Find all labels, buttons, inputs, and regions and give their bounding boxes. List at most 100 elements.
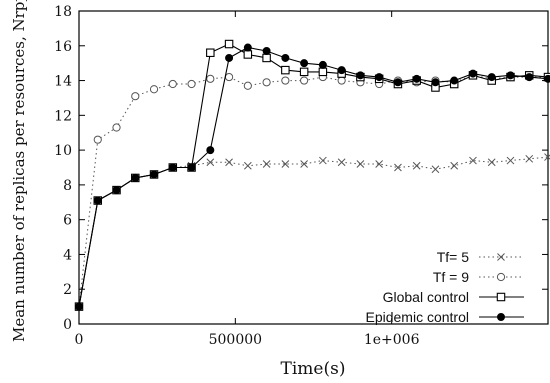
data-point	[206, 74, 215, 83]
marker-stroke	[300, 160, 308, 168]
marker-stroke	[450, 161, 459, 170]
data-point	[450, 161, 459, 170]
data-point	[168, 163, 177, 172]
y-tick-label: 6	[63, 213, 72, 229]
data-point	[243, 81, 252, 90]
data-point	[318, 67, 328, 77]
series-3	[75, 43, 550, 311]
data-point	[281, 53, 290, 62]
marker-stroke	[544, 154, 550, 161]
legend-label: Tf = 9	[433, 269, 469, 285]
data-point	[262, 53, 271, 63]
legend-marker	[496, 292, 506, 302]
y-tick-label: 18	[54, 4, 72, 20]
data-point	[131, 92, 140, 101]
data-point	[281, 160, 290, 168]
data-point	[525, 154, 534, 163]
series-line	[78, 74, 548, 307]
x-tick-label: 500000	[209, 332, 262, 348]
data-point	[112, 186, 121, 195]
data-point	[262, 78, 271, 87]
data-point	[337, 66, 346, 75]
data-point	[319, 156, 327, 165]
data-point	[281, 65, 290, 75]
data-point	[356, 160, 365, 168]
data-point	[262, 46, 271, 55]
marker-stroke	[412, 161, 421, 170]
marker-stroke	[525, 154, 534, 163]
data-point	[431, 165, 440, 174]
marker-stroke	[337, 158, 346, 167]
data-point	[375, 160, 384, 168]
data-point	[187, 163, 196, 172]
y-tick-label: 10	[54, 143, 72, 159]
data-point	[337, 76, 346, 85]
data-point	[412, 161, 421, 170]
marker-stroke	[206, 158, 215, 167]
marker-stroke	[375, 160, 384, 168]
legend-marker	[497, 313, 505, 321]
data-point	[394, 163, 402, 172]
data-point	[243, 161, 252, 170]
marker-stroke	[487, 158, 496, 167]
marker-stroke	[225, 158, 233, 167]
data-point	[243, 50, 253, 59]
data-point	[300, 59, 309, 68]
data-point	[93, 135, 102, 144]
data-point	[225, 53, 234, 62]
data-point	[150, 170, 159, 179]
y-tick-label: 14	[54, 74, 72, 90]
plot-frame	[78, 10, 549, 325]
y-tick-label: 8	[63, 178, 72, 194]
marker-stroke	[281, 160, 290, 168]
data-point	[299, 67, 309, 77]
marker-stroke	[262, 160, 271, 168]
legend-marker	[497, 253, 505, 261]
marker-stroke	[469, 156, 477, 165]
marker-stroke	[243, 161, 252, 170]
data-point	[412, 74, 421, 83]
data-point	[224, 39, 234, 49]
data-point	[506, 71, 515, 80]
data-point	[506, 156, 515, 165]
series-line	[78, 156, 549, 307]
data-point	[318, 60, 327, 69]
data-point	[131, 173, 140, 182]
data-point	[468, 69, 477, 78]
data-point	[149, 85, 159, 94]
data-point	[93, 196, 102, 205]
data-point	[243, 43, 252, 52]
data-point	[206, 146, 215, 155]
legend-label: Tf= 5	[437, 249, 470, 265]
axis-ticks	[78, 10, 548, 325]
marker-stroke	[431, 165, 440, 174]
data-point	[393, 78, 402, 87]
y-axis-title: Mean number of replicas per resources, N…	[10, 0, 28, 342]
legend-label: Global control	[383, 289, 469, 305]
legend-label: Epidemic control	[366, 309, 470, 325]
data-point	[262, 160, 271, 168]
y-tick-label: 16	[54, 39, 72, 55]
data-point	[75, 302, 83, 311]
y-tick-label: 0	[63, 317, 72, 333]
data-point	[225, 158, 233, 167]
data-point	[206, 48, 215, 57]
data-point	[168, 79, 177, 89]
series-line	[78, 46, 549, 307]
axis-tick-labels: 0 2 4 6 8 10 12 14 16 18 0 500000 1e+006	[54, 4, 419, 348]
x-axis-title: Time(s)	[281, 359, 346, 379]
y-tick-label: 2	[63, 282, 72, 298]
series-0	[75, 153, 550, 311]
marker-stroke	[356, 160, 365, 168]
x-tick-label: 0	[75, 332, 84, 348]
data-point	[300, 160, 308, 168]
marker-stroke	[506, 156, 515, 165]
data-point	[337, 158, 346, 167]
data-point	[469, 156, 477, 165]
data-point	[281, 76, 290, 85]
legend: Tf= 5 Tf = 9 Global control Epidemic contro…	[366, 249, 524, 325]
y-tick-label: 4	[63, 247, 72, 263]
series-1	[74, 71, 550, 311]
data-point	[112, 123, 121, 132]
